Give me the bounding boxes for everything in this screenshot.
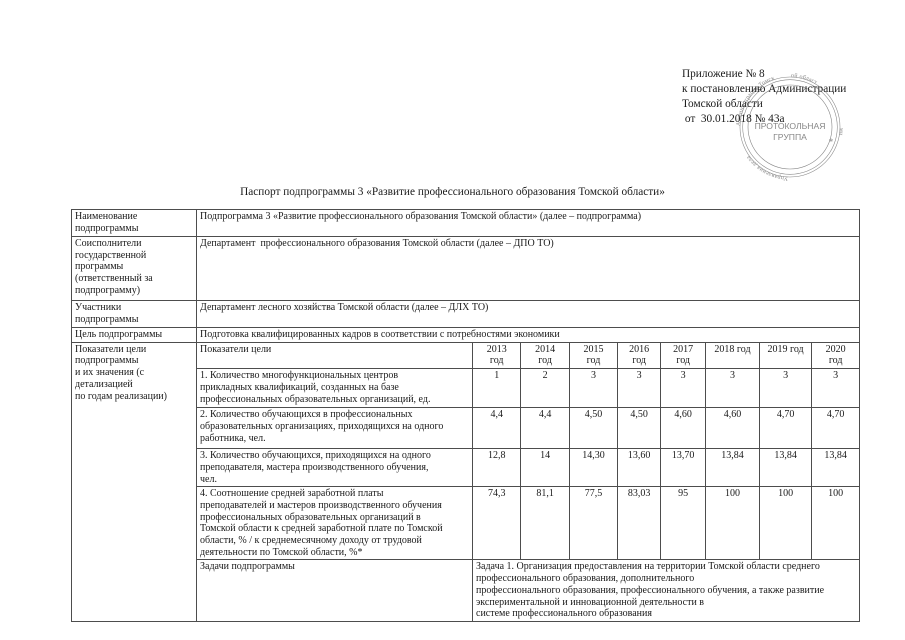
svg-text:ГРУППА: ГРУППА <box>773 132 807 142</box>
svg-text:ми: ми <box>837 128 844 137</box>
svg-text:*: * <box>829 137 834 147</box>
svg-text:Управления дела: Управления дела <box>746 154 789 181</box>
svg-text:ПРОТОКОЛЬНАЯ: ПРОТОКОЛЬНАЯ <box>755 121 826 131</box>
svg-text:ой област: ой област <box>791 72 818 86</box>
svg-text:Администрация Томск: Администрация Томск <box>736 76 776 127</box>
